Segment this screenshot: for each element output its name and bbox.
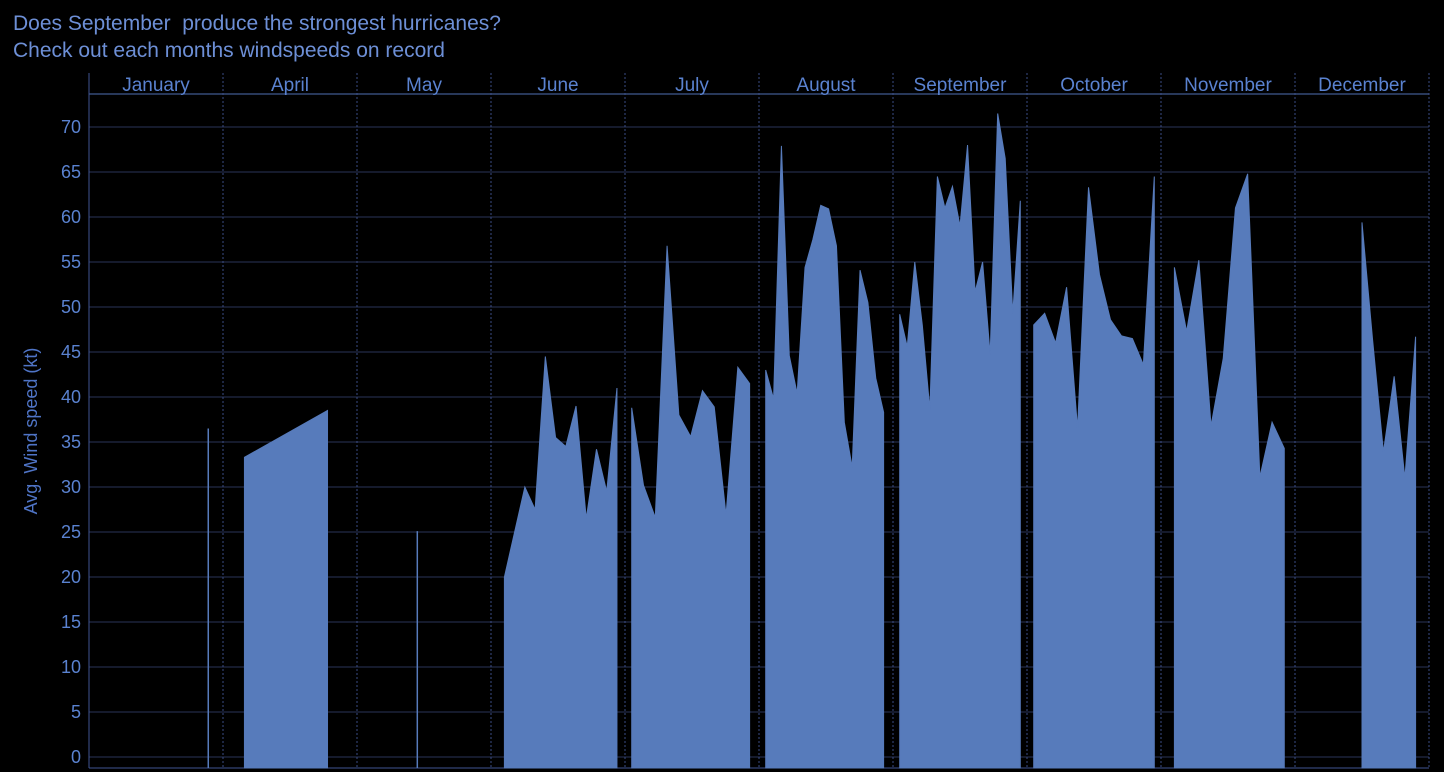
y-tick-label: 20 (61, 567, 81, 587)
y-axis-label: Avg. Wind speed (kt) (21, 348, 41, 515)
y-tick-label: 5 (71, 702, 81, 722)
y-tick-label: 10 (61, 657, 81, 677)
month-label: September (914, 75, 1008, 96)
month-label: July (675, 75, 709, 96)
wind-speed-area-october (1033, 176, 1155, 769)
axis-layer: 0 5 10 15 20 25 30 35 40 45 50 55 60 65 70 January April… (61, 75, 1407, 767)
month-label: November (1184, 75, 1272, 96)
y-tick-label: 65 (61, 162, 81, 182)
area-layer (207, 113, 1417, 769)
month-label: January (122, 75, 190, 96)
y-tick-label: 25 (61, 522, 81, 542)
chart-subtitle: Check out each months windspeeds on reco… (13, 39, 445, 62)
chart-title: Does September produce the strongest hur… (13, 12, 501, 35)
y-tick-label: 30 (61, 477, 81, 497)
y-tick-label: 0 (71, 747, 81, 767)
month-label: October (1060, 75, 1128, 96)
y-tick-label: 50 (61, 297, 81, 317)
y-tick-label: 70 (61, 117, 81, 137)
y-tick-label: 55 (61, 252, 81, 272)
month-label: August (796, 75, 856, 96)
y-tick-label: 15 (61, 612, 81, 632)
wind-speed-area-december (1361, 222, 1417, 769)
y-tick-label: 35 (61, 432, 81, 452)
month-label: May (406, 75, 442, 96)
month-label: April (271, 75, 309, 96)
wind-speed-area-april (243, 409, 329, 769)
wind-speed-area-november (1173, 173, 1285, 769)
wind-speed-area-june (503, 356, 618, 769)
month-label: December (1318, 75, 1406, 96)
month-label: June (537, 75, 578, 96)
wind-speed-area-july (631, 245, 751, 769)
wind-speed-area-august (765, 145, 885, 769)
y-tick-label: 45 (61, 342, 81, 362)
wind-speed-area-september (899, 113, 1021, 769)
y-tick-label: 60 (61, 207, 81, 227)
y-tick-label: 40 (61, 387, 81, 407)
